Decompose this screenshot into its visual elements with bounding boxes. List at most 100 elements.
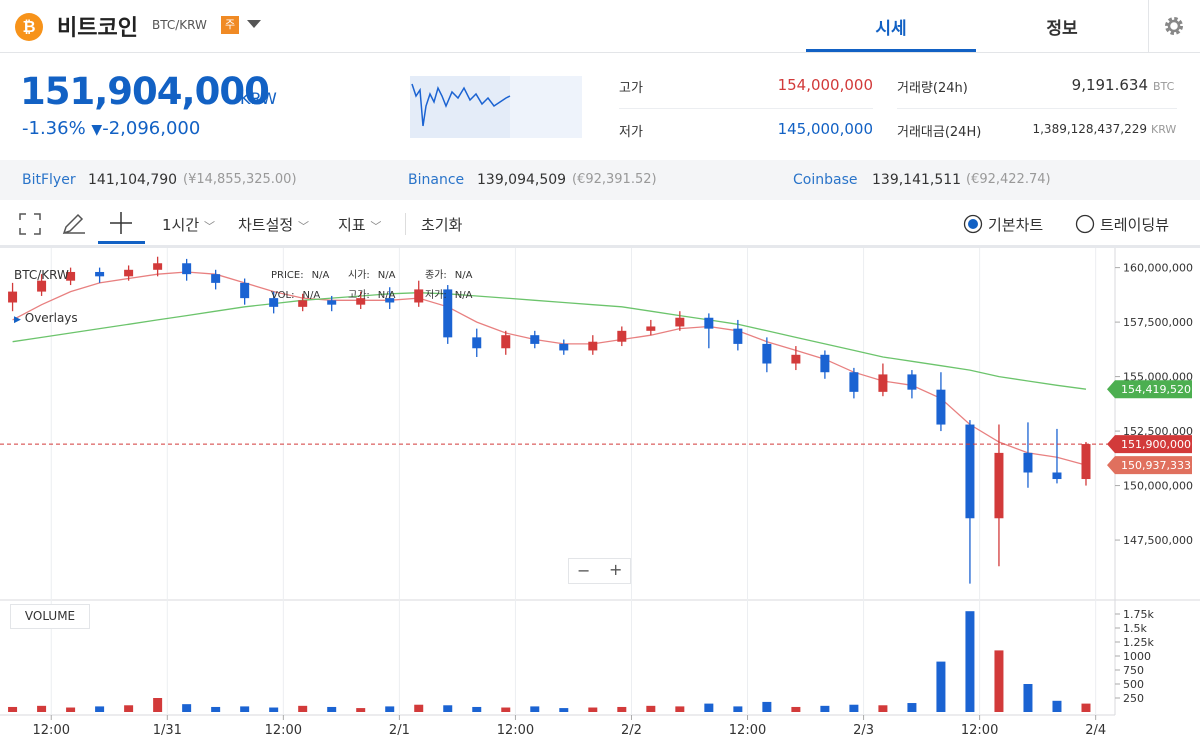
- candle-body: [269, 298, 279, 307]
- legend-label: 종가:: [425, 270, 447, 281]
- stat-value: 145,000,000: [777, 120, 873, 138]
- volume-bar: [762, 701, 772, 712]
- crosshair-icon[interactable]: [98, 208, 145, 245]
- candle-body: [95, 271, 105, 277]
- volume-bar: [211, 706, 221, 712]
- radio-off[interactable]: [1075, 214, 1095, 234]
- x-tick-label: 12:00: [497, 723, 534, 738]
- overlays-label: Overlays: [24, 311, 78, 325]
- candle-body: [965, 424, 975, 519]
- candle-body: [588, 341, 598, 351]
- legend-value: N/A: [302, 290, 321, 301]
- candle-body: [762, 343, 772, 364]
- zoom-in[interactable]: +: [609, 560, 623, 579]
- stat-label: 거래대금(24H): [897, 125, 982, 140]
- candle-body: [820, 354, 830, 373]
- toolbar: 1시간 ﹀ 차트설정 ﹀ 지표 ﹀ 초기화 기본차트 트레이딩뷰: [0, 200, 1200, 248]
- zoom-out[interactable]: −: [577, 561, 591, 580]
- interval[interactable]: 1시간 ﹀: [162, 216, 215, 234]
- stat-separator: [619, 108, 873, 109]
- exchange-local: (€92,422.74): [966, 172, 1051, 187]
- draw-icon[interactable]: [61, 212, 87, 236]
- volume-bar: [1052, 700, 1062, 712]
- view-option[interactable]: 트레이딩뷰: [1100, 216, 1170, 234]
- radio-on[interactable]: [963, 214, 983, 234]
- divider: [405, 213, 406, 235]
- candle-body: [501, 335, 511, 349]
- candle-body: [298, 300, 308, 307]
- volume-bar: [646, 705, 656, 712]
- candle-body: [1023, 452, 1033, 473]
- exchange-name[interactable]: Coinbase: [793, 172, 858, 188]
- volume-bar: [37, 705, 47, 712]
- legend-item: PRICE: N/A: [271, 266, 348, 286]
- volume-bar: [733, 706, 743, 712]
- x-tick-label: 12:00: [265, 723, 302, 738]
- legend-symbol: BTC/KRW: [14, 268, 69, 282]
- volume-bar: [704, 703, 714, 712]
- dropdown[interactable]: [246, 19, 262, 29]
- y-tick-label: 152,500,000: [1123, 425, 1193, 438]
- view-option[interactable]: 기본차트: [988, 216, 1044, 234]
- volume-bar: [182, 704, 192, 712]
- legend-label: 시가:: [348, 270, 370, 281]
- change-rate: -1.36%: [22, 118, 86, 139]
- y-tick-label: 157,500,000: [1123, 316, 1193, 329]
- badge: 주: [221, 16, 239, 34]
- volume-bar: [530, 706, 540, 712]
- volume-bar: [240, 706, 250, 712]
- volume-bar: [878, 705, 888, 712]
- candle-body: [153, 263, 163, 270]
- candle-body: [1052, 472, 1062, 480]
- current-price: 151,904,000: [20, 70, 270, 113]
- candle-body: [878, 374, 888, 392]
- x-tick-label: 12:00: [961, 723, 998, 738]
- symbol: BTC/KRW: [152, 18, 207, 32]
- legend-value: N/A: [311, 270, 330, 281]
- y-tick-label: 147,500,000: [1123, 534, 1193, 547]
- candle-body: [675, 317, 685, 327]
- settings-icon[interactable]: [1163, 15, 1185, 37]
- price-tag-label: 150,937,333: [1121, 459, 1191, 472]
- tab[interactable]: 정보: [1046, 19, 1078, 39]
- volume-bar: [588, 707, 598, 712]
- tab[interactable]: 시세: [875, 19, 907, 39]
- exchange-name[interactable]: Binance: [408, 172, 465, 188]
- volume-bar: [356, 708, 366, 712]
- legend-label: 저가:: [425, 290, 447, 301]
- moving-average: [12, 292, 1087, 390]
- volume-bar: [559, 708, 569, 712]
- price-tag: [1107, 435, 1192, 454]
- change-row: -1.36% ▼-2,096,000: [22, 118, 200, 139]
- volume-bar: [936, 661, 946, 712]
- candle-body: [124, 269, 134, 277]
- exchange-name[interactable]: BitFlyer: [22, 172, 76, 188]
- price-unit: KRW: [240, 89, 277, 108]
- volume-bar: [907, 703, 917, 712]
- candle-body: [849, 372, 859, 392]
- exchange-price: 139,094,509: [477, 172, 567, 188]
- legend-value: N/A: [454, 290, 473, 301]
- stat-label: 거래량(24h): [897, 81, 968, 96]
- fullscreen-icon[interactable]: [18, 212, 42, 236]
- candle-body: [327, 300, 337, 305]
- y2-tick-label: 1.5k: [1123, 622, 1147, 635]
- coin-title: 비트코인: [57, 16, 138, 41]
- reset[interactable]: 초기화: [421, 216, 463, 234]
- overlays[interactable]: ▶ Overlays: [14, 311, 78, 325]
- volume-bar: [269, 707, 279, 712]
- volume-bar: [1081, 703, 1091, 712]
- indicators[interactable]: 지표 ﹀: [338, 216, 382, 234]
- exchange-local: (€92,391.52): [572, 172, 657, 187]
- zoom-controls: − +: [568, 558, 631, 584]
- exchange-price: 141,104,790: [88, 172, 178, 188]
- volume-bar: [1023, 684, 1033, 712]
- interval-label: 1시간: [162, 216, 200, 234]
- stat-label: 고가: [619, 81, 643, 96]
- volume-bar: [820, 705, 830, 712]
- candle-body: [414, 289, 424, 303]
- sparkline: [410, 76, 582, 138]
- change-arrow: ▼: [91, 122, 103, 138]
- chart-settings[interactable]: 차트설정 ﹀: [238, 216, 309, 234]
- candle-body: [37, 280, 47, 292]
